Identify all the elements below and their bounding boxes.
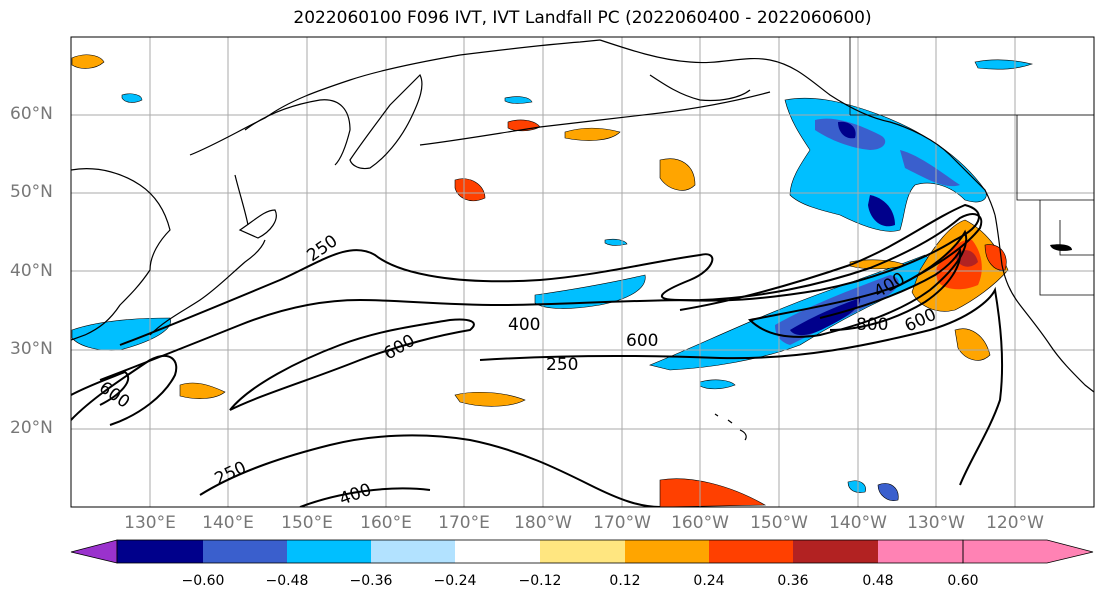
- positive-anomaly-blob: [564, 127, 621, 141]
- colorbar-tick-label: −0.48: [265, 573, 309, 589]
- colorbar-tick-label: 0.36: [777, 573, 809, 589]
- contour-label-group: 250 400 600 400 800 600 600 250 600 250 …: [95, 231, 939, 510]
- lat-label: 50°N: [10, 182, 53, 202]
- positive-anomaly-blob: [454, 178, 486, 202]
- contour-600-east: [747, 229, 968, 338]
- negative-anomaly-alaska-2: [868, 195, 895, 227]
- positive-anomaly-blob: [1050, 244, 1072, 251]
- lon-label: 140°W: [829, 513, 887, 533]
- colorbar-segment: [878, 540, 963, 563]
- hawaii: [714, 413, 747, 441]
- colorbar-segment: [117, 540, 203, 563]
- negative-anomaly-blob: [847, 480, 866, 493]
- contour-label: 250: [303, 231, 341, 266]
- contour-250-north: [119, 203, 980, 346]
- lon-label: 150°E: [281, 513, 333, 533]
- contour-250-south: [479, 286, 1004, 486]
- contour-south-400: [299, 487, 431, 507]
- lon-label: 120°W: [986, 513, 1044, 533]
- positive-anomaly-blob: [179, 382, 226, 399]
- colorbar-segment: [709, 540, 793, 563]
- lon-label: 130°E: [124, 513, 176, 533]
- japan-north: [238, 209, 277, 239]
- lon-label: 140°E: [202, 513, 254, 533]
- lon-label: 160°E: [360, 513, 412, 533]
- bering-coast: [649, 74, 751, 102]
- colorbar-tick-label: 0.12: [609, 573, 641, 589]
- contour-600-west: [229, 318, 475, 411]
- contour-label: 250: [546, 355, 578, 375]
- na-west-coast: [994, 214, 1094, 393]
- positive-anomaly-blob: [659, 478, 767, 507]
- positive-anomaly-blob: [984, 244, 1007, 271]
- colorbar-segment: [287, 540, 371, 563]
- colorbar-extend-left: [70, 539, 118, 564]
- colorbar: [70, 539, 1094, 564]
- negative-anomaly-blob: [121, 93, 143, 103]
- colorbar-segment: [540, 540, 625, 563]
- negative-anomaly-alaska-3: [900, 150, 960, 187]
- japan: [149, 239, 266, 336]
- map-title: 2022060100 F096 IVT, IVT Landfall PC (20…: [293, 8, 872, 28]
- contour-label: 250: [212, 458, 250, 490]
- lat-label: 60°N: [10, 104, 53, 124]
- alaska-coast: [599, 39, 996, 216]
- lon-label: 150°W: [750, 513, 808, 533]
- aleutians: [419, 91, 771, 146]
- colorbar-segment: [455, 540, 540, 563]
- colorbar-tick-label: 0.24: [693, 573, 725, 589]
- colorbar-tick-label: 0.48: [862, 573, 894, 589]
- negative-anomaly-alaska-deep: [838, 121, 856, 139]
- positive-anomaly-blob: [454, 391, 526, 407]
- negative-anomaly-blob: [504, 96, 533, 104]
- lon-label: 160°W: [671, 513, 729, 533]
- ivt-contours: [71, 203, 1004, 507]
- lon-label: 170°W: [593, 513, 651, 533]
- coastlines: [71, 39, 1094, 441]
- negative-anomaly-west: [71, 317, 171, 351]
- negative-anomaly-blob: [699, 379, 736, 390]
- gridlines: [71, 37, 1094, 507]
- contour-label: 400: [337, 480, 374, 510]
- contour-800: [819, 246, 962, 331]
- sakhalin: [234, 174, 249, 226]
- colorbar-tick-label: −0.24: [433, 573, 477, 589]
- lon-label: 130°W: [907, 513, 965, 533]
- lat-label: 20°N: [10, 418, 53, 438]
- lat-label: 40°N: [10, 261, 53, 281]
- colorbar-extend-right: [962, 539, 1094, 564]
- asia-coast: [71, 168, 171, 341]
- contour-west-loop: [71, 355, 178, 426]
- lat-label: 30°N: [10, 339, 53, 359]
- contour-label: 800: [856, 315, 888, 335]
- colorbar-segment: [371, 540, 455, 563]
- contour-far-west: [71, 370, 130, 406]
- positive-anomaly-blob: [71, 54, 105, 69]
- kamchatka: [349, 73, 423, 170]
- borders: [849, 37, 1094, 296]
- negative-anomaly-blob: [604, 238, 628, 246]
- okhotsk-coast: [244, 99, 351, 166]
- colorbar-segment: [625, 540, 709, 563]
- negative-anomaly-mid: [534, 274, 646, 309]
- contour-400: [99, 213, 983, 381]
- colorbar-tick-label: −0.36: [349, 573, 393, 589]
- siberia-coast: [189, 39, 601, 156]
- contour-label: 600: [626, 331, 658, 351]
- negative-anomaly-blob: [974, 59, 1034, 70]
- contour-south-250: [199, 434, 661, 507]
- contour-label: 400: [508, 315, 540, 335]
- colorbar-tick-label: −0.12: [518, 573, 562, 589]
- colorbar-tick-label: −0.60: [181, 573, 225, 589]
- lon-label: 180°W: [514, 513, 572, 533]
- colorbar-segment: [203, 540, 287, 563]
- colorbar-segment: [793, 540, 878, 563]
- lon-label: 170°E: [438, 513, 490, 533]
- colorbar-tick-label: 0.60: [947, 573, 979, 589]
- positive-anomaly-coast-south: [954, 328, 991, 361]
- positive-anomaly-blob: [659, 158, 696, 191]
- map-frame: [70, 36, 1095, 508]
- negative-anomaly-blob: [877, 483, 899, 501]
